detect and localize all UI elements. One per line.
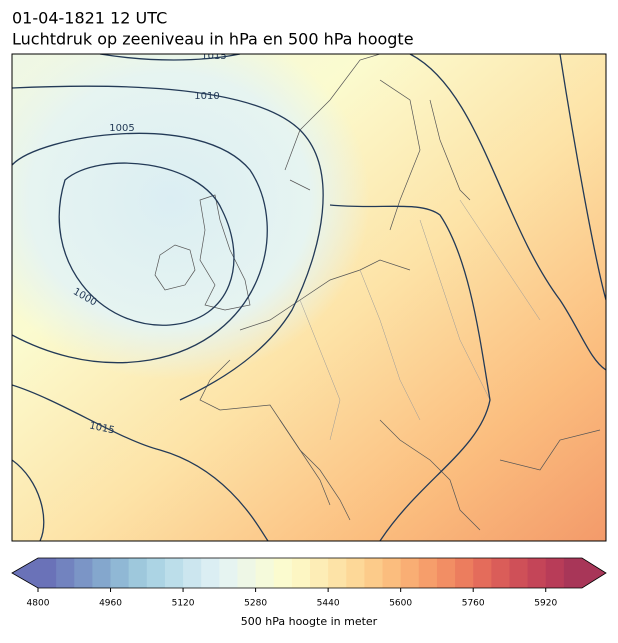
colorbar-bin [436, 558, 456, 588]
colorbar-tick-label: 5600 [389, 599, 412, 609]
colorbar-bin [110, 558, 130, 588]
coastlines [154, 54, 601, 531]
map: 1015 1010 1005 1000 1015 [12, 51, 606, 541]
isobar-label: 1015 [201, 51, 226, 62]
colorbar-tick-label: 5440 [317, 599, 340, 609]
colorbar-bin [400, 558, 420, 588]
colorbar-tick-label: 5760 [462, 599, 485, 609]
title: 01-04-1821 12 UTC [12, 9, 167, 28]
colorbar-tick-label: 4960 [99, 599, 122, 609]
colorbar-bin [164, 558, 184, 588]
colorbar-bin [491, 558, 510, 588]
borders [299, 199, 541, 441]
isobar-labels: 1015 1010 1005 1000 1015 [71, 51, 227, 437]
colorbar-bin [310, 558, 329, 588]
colorbar-bin [74, 558, 93, 588]
colorbar-bin [364, 558, 384, 588]
colorbar-bin [38, 558, 57, 588]
colorbar-tick-label: 5120 [172, 599, 195, 609]
colorbar-tick-label: 4800 [27, 599, 50, 609]
colorbar-tick-label: 5280 [244, 599, 267, 609]
colorbar-bin [146, 558, 166, 588]
colorbar-tick-label: 5920 [534, 599, 557, 609]
colorbar-extend-low [12, 558, 38, 588]
colorbar-bin [545, 558, 565, 588]
isobar-label: 1010 [194, 91, 219, 102]
colorbar-bin [418, 558, 438, 588]
colorbar-bin [273, 558, 293, 588]
colorbar-extend-high [582, 558, 606, 588]
colorbar-bin [455, 558, 474, 588]
subtitle: Luchtdruk op zeeniveau in hPa en 500 hPa… [12, 30, 414, 49]
colorbar-bin [128, 558, 148, 588]
isobars [12, 54, 606, 541]
colorbar-bin [563, 558, 583, 588]
colorbar-bin [237, 558, 257, 588]
map-frame [11, 53, 607, 542]
colorbar-bin [201, 558, 220, 588]
colorbar-bin [527, 558, 547, 588]
colorbar-bin [473, 558, 492, 588]
colorbar-bin [346, 558, 365, 588]
colorbar-bin [328, 558, 347, 588]
isobar-label: 1005 [109, 123, 134, 134]
colorbar-bin [56, 558, 75, 588]
isobar-label: 1015 [88, 420, 115, 436]
colorbar-bin [382, 558, 402, 588]
colorbar: 4800 4960 5120 5280 5440 5600 5760 5920 [11, 557, 607, 609]
colorbar-label: 500 hPa hoogte in meter [241, 615, 378, 628]
colorbar-bin [291, 558, 311, 588]
colorbar-bin [219, 558, 238, 588]
colorbar-bin [92, 558, 112, 588]
colorbar-bin [255, 558, 275, 588]
colorbar-bin [183, 558, 202, 588]
colorbar-bin [509, 558, 529, 588]
